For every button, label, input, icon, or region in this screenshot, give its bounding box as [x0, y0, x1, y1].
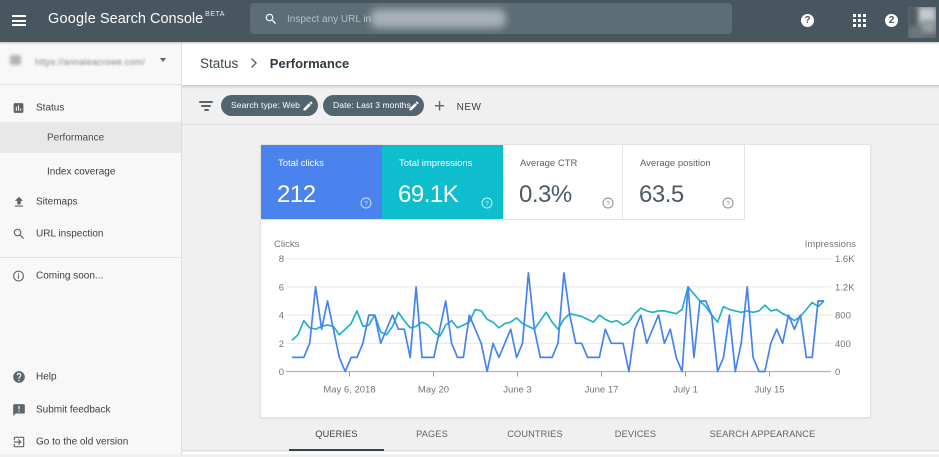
svg-text:6: 6: [279, 282, 284, 293]
svg-text:4: 4: [279, 311, 284, 322]
svg-text:June 3: June 3: [503, 385, 532, 396]
svg-text:400: 400: [835, 339, 851, 350]
svg-text:Clicks: Clicks: [274, 239, 300, 250]
svg-text:2: 2: [279, 339, 284, 350]
svg-text:?: ?: [485, 200, 489, 207]
svg-text:?: ?: [726, 200, 730, 207]
svg-text:800: 800: [835, 311, 851, 322]
svg-text:1.6K: 1.6K: [835, 254, 855, 265]
svg-text:0: 0: [279, 367, 284, 378]
svg-text:July 1: July 1: [673, 385, 698, 396]
svg-text:May 20: May 20: [418, 385, 449, 396]
svg-text:0: 0: [835, 367, 840, 378]
svg-text:June 17: June 17: [585, 385, 619, 396]
svg-text:July 15: July 15: [754, 385, 784, 396]
svg-text:1.2K: 1.2K: [835, 282, 855, 293]
svg-text:?: ?: [606, 200, 610, 207]
svg-text:8: 8: [279, 254, 284, 265]
svg-text:Impressions: Impressions: [805, 239, 856, 250]
svg-text:?: ?: [364, 200, 368, 207]
svg-text:May 6, 2018: May 6, 2018: [323, 385, 375, 396]
